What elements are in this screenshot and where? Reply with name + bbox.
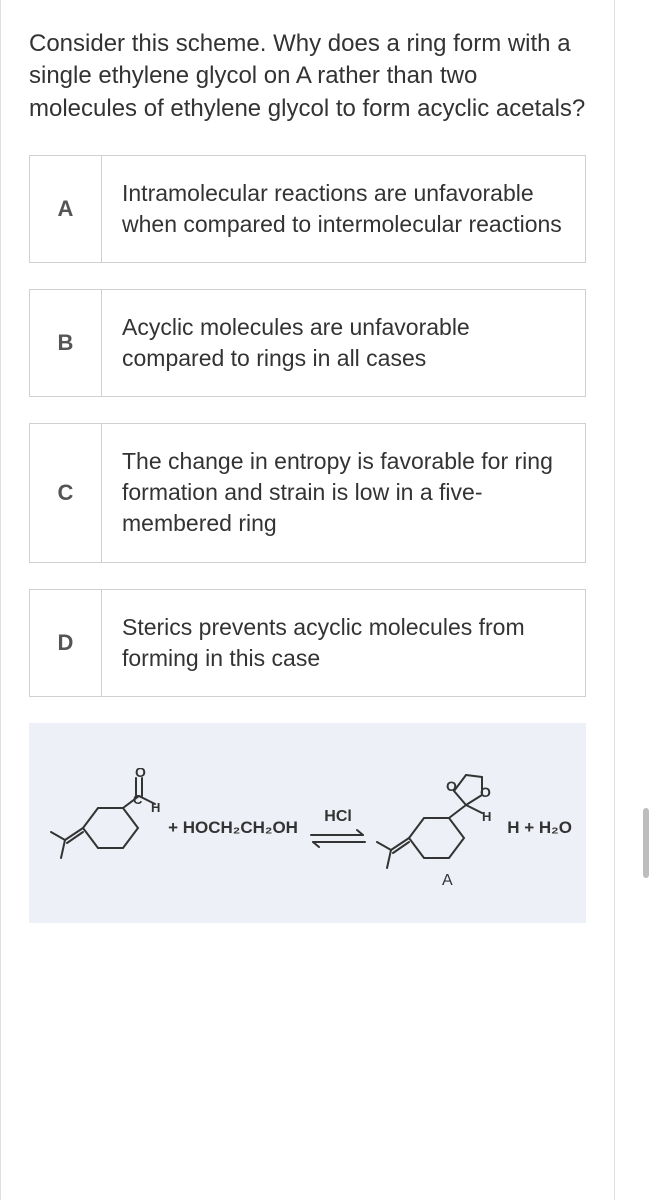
svg-text:H: H [482,809,491,824]
reaction-scheme: O C H + HOCH₂CH₂OH HCl [29,723,586,923]
svg-text:O: O [480,784,491,800]
product-label: A [442,872,453,889]
equilibrium-arrow-icon [307,828,369,848]
option-text: The change in entropy is favorable for r… [102,424,585,561]
option-letter: A [30,156,102,262]
question-text: Consider this scheme. Why does a ring fo… [29,28,586,125]
option-letter: C [30,424,102,561]
molecule-start: O C H [43,768,163,888]
arrow-label: HCl [324,808,352,826]
byproduct-text: H + H₂O [505,818,572,838]
reaction-arrow: HCl [303,808,373,848]
option-text: Intramolecular reactions are unfavorable… [102,156,585,262]
svg-text:O: O [135,768,146,780]
svg-text:H: H [151,800,160,815]
question-card: Consider this scheme. Why does a ring fo… [0,0,615,1200]
option-text: Sterics prevents acyclic molecules from … [102,590,585,696]
option-letter: D [30,590,102,696]
scrollbar-thumb[interactable] [643,808,649,878]
option-a[interactable]: A Intramolecular reactions are unfavorab… [29,155,586,263]
option-letter: B [30,290,102,396]
svg-text:O: O [446,778,457,794]
option-d[interactable]: D Sterics prevents acyclic molecules fro… [29,589,586,697]
option-b[interactable]: B Acyclic molecules are unfavorable comp… [29,289,586,397]
option-text: Acyclic molecules are unfavorable compar… [102,290,585,396]
option-c[interactable]: C The change in entropy is favorable for… [29,423,586,562]
svg-text:C: C [133,792,143,807]
molecule-product: O O H A [374,763,504,893]
reagent-text: + HOCH₂CH₂OH [164,818,302,838]
